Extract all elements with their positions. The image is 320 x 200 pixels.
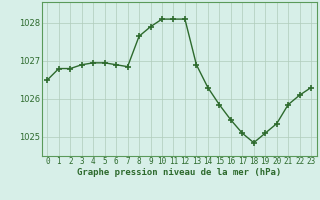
X-axis label: Graphe pression niveau de la mer (hPa): Graphe pression niveau de la mer (hPa) [77, 168, 281, 177]
